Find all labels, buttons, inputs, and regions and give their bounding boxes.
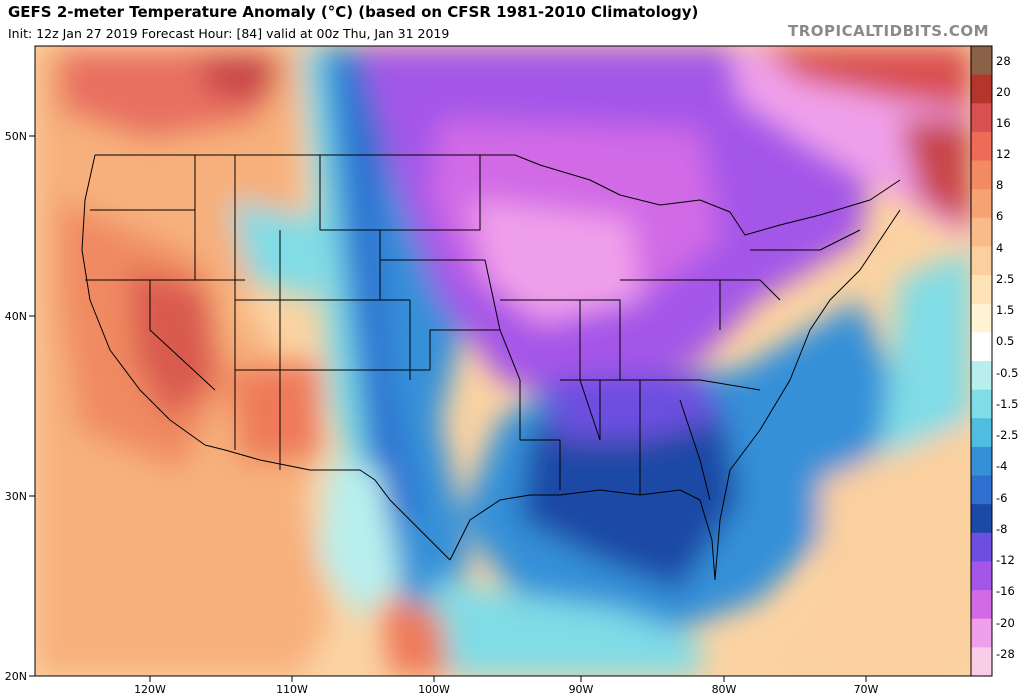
colorbar-label: 20 xyxy=(996,85,1011,99)
colorbar-swatch xyxy=(971,590,992,620)
colorbar-swatch xyxy=(971,103,992,133)
colorbar-swatch xyxy=(971,246,992,276)
lat-label: 40N xyxy=(5,310,27,323)
anomaly-field xyxy=(35,46,971,676)
colorbar-label: 12 xyxy=(996,147,1011,161)
colorbar-label: -16 xyxy=(996,584,1015,598)
lat-label: 30N xyxy=(5,490,27,503)
colorbar-label: 2.5 xyxy=(996,272,1014,286)
colorbar-swatch xyxy=(971,446,992,477)
colorbar-swatch xyxy=(971,504,992,534)
colorbar-swatch xyxy=(971,361,992,391)
colorbar-swatch xyxy=(971,189,992,219)
colorbar-swatch xyxy=(971,74,992,104)
colorbar-label: -0.5 xyxy=(996,366,1018,380)
colorbar-swatch xyxy=(971,303,992,333)
forecast-info: Init: 12z Jan 27 2019 Forecast Hour: [84… xyxy=(8,26,450,41)
colorbar-labels: 28 20 16 12 8 6 4 2.5 1.5 0.5 -0.5 -1.5 … xyxy=(996,54,1018,661)
colorbar-label: 0.5 xyxy=(996,334,1014,348)
colorbar-label: -20 xyxy=(996,616,1015,630)
colorbar-label: -6 xyxy=(996,491,1007,505)
colorbar-label: 1.5 xyxy=(996,303,1014,317)
colorbar-swatch xyxy=(971,647,992,677)
colorbar-label: -1.5 xyxy=(996,397,1018,411)
lat-label: 20N xyxy=(5,670,27,683)
lon-label: 120W xyxy=(134,683,166,696)
lon-label: 80W xyxy=(712,683,737,696)
lon-label: 110W xyxy=(276,683,308,696)
colorbar-swatch xyxy=(971,561,992,591)
site-watermark: TROPICALTIDBITS.COM xyxy=(788,22,989,40)
colorbar-swatch xyxy=(971,275,992,305)
colorbar-swatch xyxy=(971,389,992,419)
colorbar-label: -2.5 xyxy=(996,428,1018,442)
map-title: GEFS 2-meter Temperature Anomaly (°C) (b… xyxy=(8,3,699,21)
lon-label: 70W xyxy=(854,683,879,696)
colorbar-swatch xyxy=(971,418,992,448)
colorbar-label: -12 xyxy=(996,553,1015,567)
colorbar-label: -8 xyxy=(996,522,1007,536)
colorbar xyxy=(970,45,993,677)
lon-label: 100W xyxy=(418,683,450,696)
colorbar-label: 8 xyxy=(996,178,1003,192)
colorbar-label: 4 xyxy=(996,241,1003,255)
colorbar-label: 28 xyxy=(996,54,1011,68)
colorbar-label: 6 xyxy=(996,209,1003,223)
colorbar-label: -4 xyxy=(996,459,1007,473)
colorbar-label: -28 xyxy=(996,647,1015,661)
colorbar-swatch xyxy=(971,618,992,648)
colorbar-swatch xyxy=(971,532,992,563)
colorbar-swatch xyxy=(971,160,992,190)
colorbar-swatch xyxy=(971,46,992,76)
colorbar-frame xyxy=(970,45,993,677)
colorbar-swatch xyxy=(971,217,992,248)
lon-label: 90W xyxy=(569,683,594,696)
colorbar-swatch xyxy=(971,131,992,162)
lat-label: 50N xyxy=(5,130,27,143)
colorbar-swatch xyxy=(971,475,992,505)
colorbar-label: 16 xyxy=(996,116,1011,130)
state-boundaries xyxy=(81,154,901,581)
colorbar-swatch xyxy=(971,332,992,362)
